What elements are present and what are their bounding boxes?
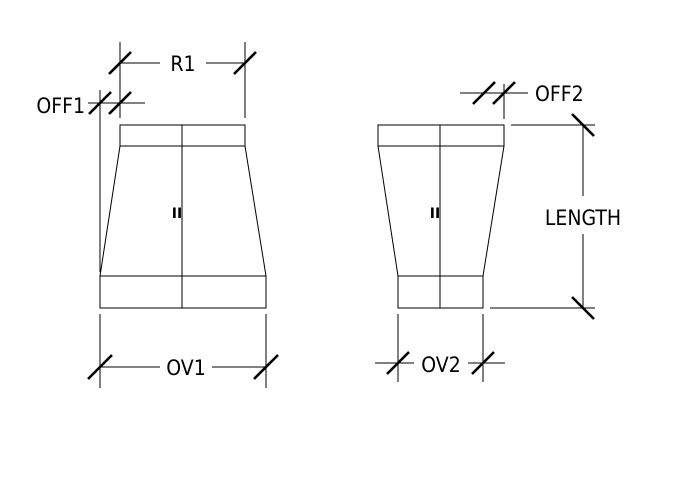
r1-label: R1 — [170, 52, 195, 76]
ov1-tick-left — [87, 354, 113, 380]
length-tick-top — [571, 113, 595, 137]
off2-tick-right — [492, 81, 516, 105]
off2-tick-left — [472, 81, 496, 105]
ov2-tick-left — [386, 351, 410, 375]
ov2-label: OV2 — [421, 353, 460, 377]
off1-tick-left — [88, 91, 112, 115]
right-center-mark: II — [430, 206, 440, 222]
ov1-label: OV1 — [166, 356, 205, 380]
right-taper-left — [377, 145, 399, 277]
off1-dimension: OFF1 — [36, 90, 145, 272]
right-taper-right — [482, 145, 505, 277]
off2-label: OFF2 — [535, 82, 584, 106]
length-tick-bottom — [571, 296, 595, 320]
r1-tick-right — [233, 51, 257, 75]
off1-label: OFF1 — [36, 94, 85, 118]
left-taper-left — [99, 145, 121, 277]
ov1-dimension: OV1 — [87, 314, 279, 388]
ov2-dimension: OV2 — [375, 314, 505, 382]
off2-dimension: OFF2 — [460, 81, 584, 119]
left-reducer: II — [99, 124, 267, 309]
right-top-collar — [377, 124, 505, 147]
right-reducer: II — [377, 124, 505, 309]
ov2-tick-right — [471, 351, 495, 375]
left-center-mark: II — [172, 206, 182, 222]
off1-tick-right — [108, 91, 132, 115]
left-taper-right — [244, 145, 267, 277]
r1-dimension: R1 — [108, 42, 257, 118]
length-dimension: LENGTH — [490, 113, 621, 320]
r1-tick-left — [108, 51, 132, 75]
length-label: LENGTH — [545, 206, 621, 230]
ov1-tick-right — [253, 354, 279, 380]
left-bottom-collar — [99, 275, 267, 309]
